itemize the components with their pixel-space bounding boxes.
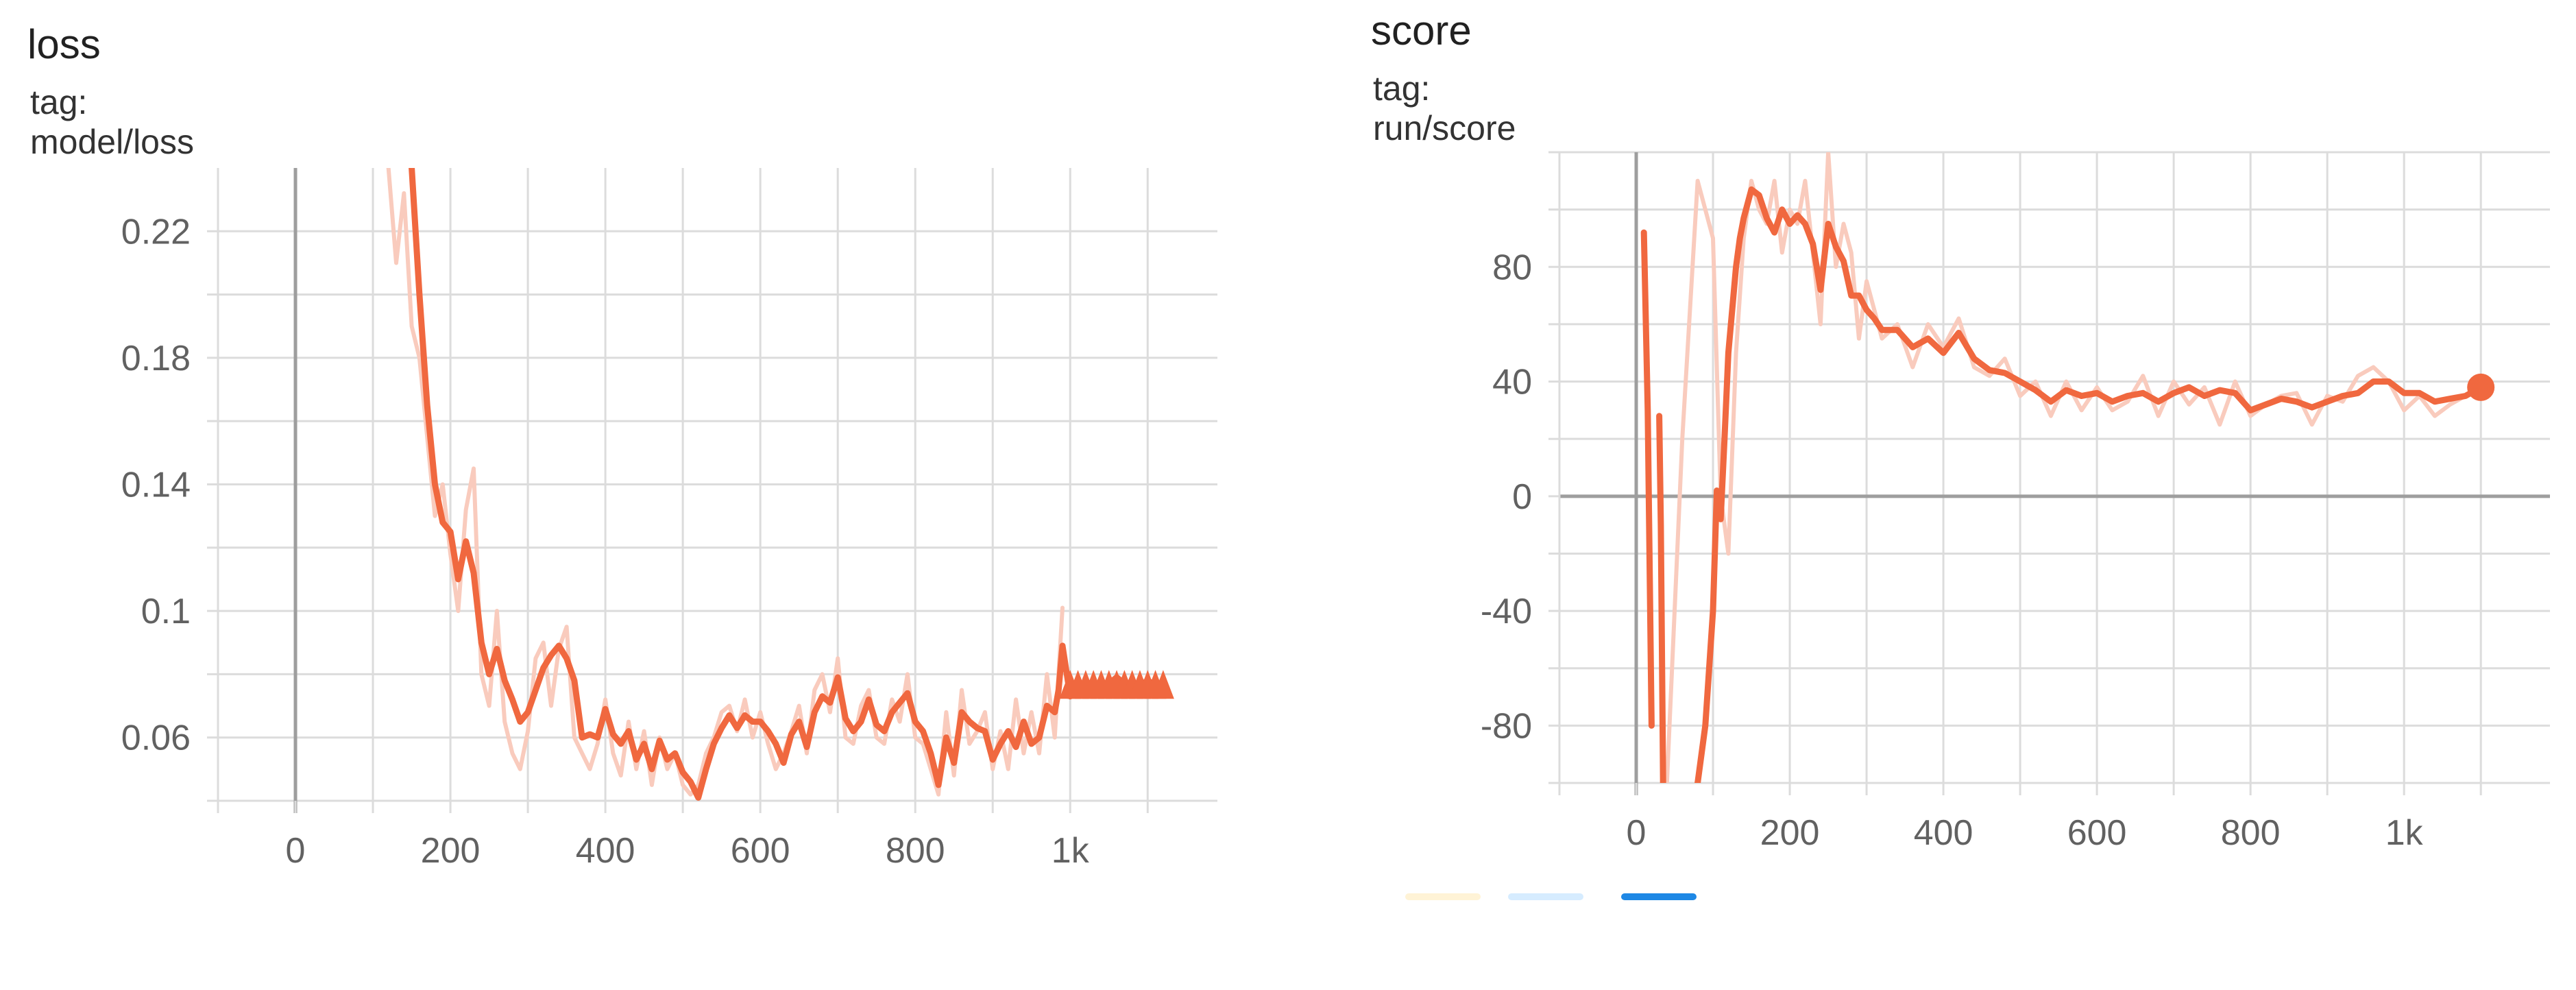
loss-x-tick-label: 600 xyxy=(731,831,790,871)
loss-raw-series-line xyxy=(386,168,1065,797)
score-chart-title: score xyxy=(1371,8,1472,53)
score-y-tick-label: -80 xyxy=(1481,706,1532,746)
score-smoothed-series-line xyxy=(1640,186,2484,783)
loss-marker-triangle xyxy=(1152,670,1174,699)
loss-y-tick-label: 0.22 xyxy=(121,212,191,252)
loss-x-tick-label: 400 xyxy=(576,831,635,871)
loss-chart-tag: tag: model/loss xyxy=(30,83,194,161)
score-series-group xyxy=(1640,152,2484,783)
loss-x-tick-label: 0 xyxy=(286,831,306,871)
loss-y-tick-label: 0.06 xyxy=(121,719,191,758)
score-end-point xyxy=(2467,373,2495,401)
loss-y-tick-label: 0.1 xyxy=(141,592,191,631)
score-y-tick-label: 40 xyxy=(1492,363,1532,402)
loss-chart-plot[interactable]: 0 200 400 600 800 1k 0.06 0.1 0.14 0.18 0.22 xyxy=(0,0,1234,926)
loss-x-tick-label: 1k xyxy=(1052,831,1090,871)
score-y-tick-label: -40 xyxy=(1481,592,1532,631)
score-chart-tag: tag: run/score xyxy=(1373,69,1516,147)
footer-swatch-blue[interactable] xyxy=(1621,893,1697,900)
score-x-tick-label: 400 xyxy=(1914,813,1973,853)
score-y-tick-label: 80 xyxy=(1492,248,1532,287)
score-chart-plot[interactable]: 0 200 400 600 800 1k -80 -40 0 40 80 xyxy=(1302,0,2576,926)
loss-x-tick-label: 800 xyxy=(886,831,945,871)
loss-last-value-marker xyxy=(1059,670,1174,699)
loss-x-tick-label: 200 xyxy=(421,831,481,871)
loss-chart-title: loss xyxy=(27,21,101,67)
footer-swatch-yellow xyxy=(1405,893,1481,900)
score-x-tick-label: 800 xyxy=(2221,813,2281,853)
score-x-tick-label: 1k xyxy=(2385,813,2424,853)
loss-y-tick-label: 0.14 xyxy=(121,466,191,505)
loss-series-group xyxy=(386,168,1167,801)
score-raw-series-line xyxy=(1664,152,2483,783)
score-x-tick-label: 0 xyxy=(1627,813,1647,853)
loss-smoothed-series-line xyxy=(409,168,1167,801)
footer-swatch-light-blue xyxy=(1508,893,1583,900)
score-x-tick-label: 600 xyxy=(2067,813,2127,853)
score-x-tick-label: 200 xyxy=(1760,813,1820,853)
loss-y-tick-label: 0.18 xyxy=(121,339,191,378)
score-y-tick-label: 0 xyxy=(1512,477,1532,517)
loss-grid xyxy=(217,168,1217,802)
